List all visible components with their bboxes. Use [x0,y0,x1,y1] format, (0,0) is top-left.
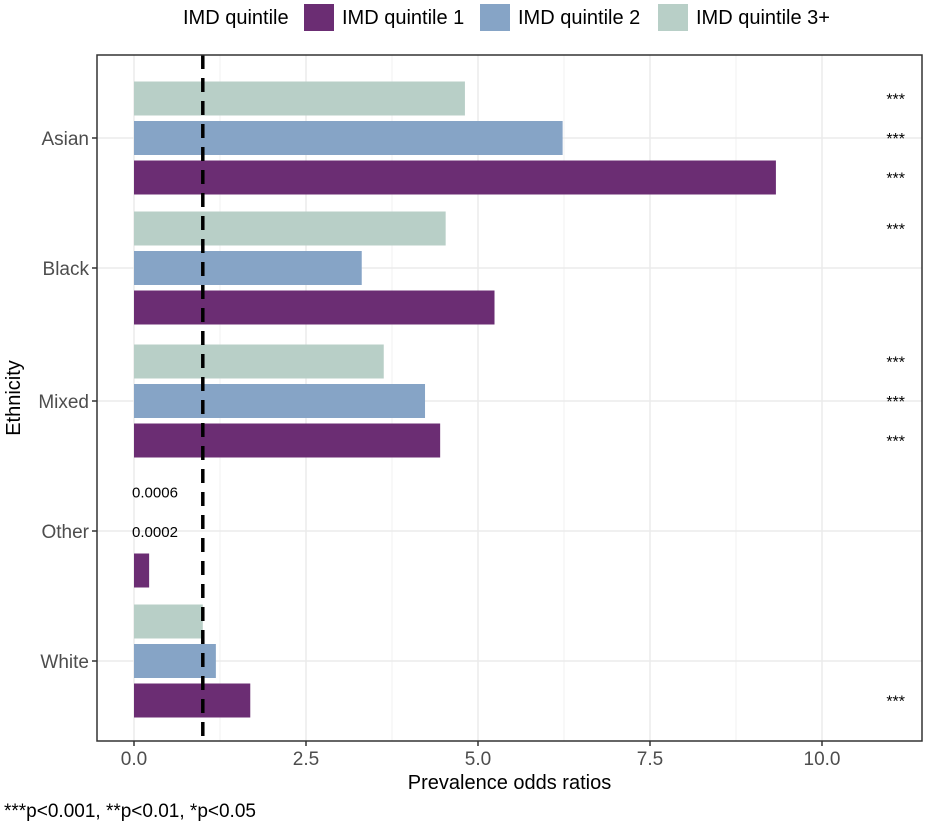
significance-label: *** [886,434,905,451]
significance-label: *** [886,222,905,239]
legend-label: IMD quintile 1 [342,7,464,29]
bar [134,344,384,379]
legend-swatch [304,4,334,31]
legend-label: IMD quintile 3+ [696,7,830,29]
significance-label: *** [886,355,905,372]
x-tick-label: 7.5 [637,749,663,770]
bar [134,423,441,458]
x-tick-label: 5.0 [465,749,491,770]
x-axis-title: Prevalence odds ratios [408,772,611,794]
bar [134,604,203,639]
value-label: 0.0006 [132,485,178,502]
panel-border [96,54,923,742]
legend-swatch [480,4,510,31]
bars [134,81,776,718]
y-axis-title: Ethnicity [3,360,25,436]
bar [134,384,426,418]
y-tick-label: Black [43,259,90,280]
x-tick-label: 2.5 [293,749,319,770]
bar [134,251,362,285]
footnote: ***p<0.001, **p<0.01, *p<0.05 [4,801,256,822]
y-tick-label: Other [41,522,89,543]
annotations: *** *** *** *** *** 0.0002 *** *** *** 0.0006 [132,92,905,711]
value-label: 0.0002 [132,524,178,541]
significance-label: *** [886,92,905,109]
legend-label: IMD quintile 2 [518,7,640,29]
y-tick-label: Asian [41,129,89,150]
bar [134,211,446,246]
axes: 0.0 2.5 5.0 7.5 10.0 Asian Black Mixed Other Whit… [3,54,923,822]
significance-label: *** [886,694,905,711]
bar [134,683,251,718]
bar [134,121,563,155]
significance-label: *** [886,131,905,148]
legend-swatch [658,4,688,31]
legend-title: IMD quintile [183,7,289,29]
bar [134,290,495,325]
y-tick-label: Mixed [38,392,89,413]
x-tick-label: 10.0 [804,749,841,770]
y-tick-label: White [40,652,89,673]
bar [134,81,465,116]
legend: IMD quintile IMD quintile 1 IMD quintile 2… [183,4,830,31]
bar [134,160,776,195]
bar [134,553,150,588]
x-tick-label: 0.0 [121,749,147,770]
significance-label: *** [886,171,905,188]
significance-label: *** [886,394,905,411]
